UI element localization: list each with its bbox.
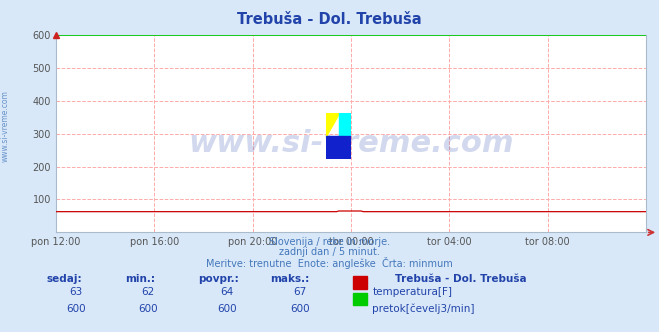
Text: 62: 62 — [142, 287, 155, 297]
Text: zadnji dan / 5 minut.: zadnji dan / 5 minut. — [279, 247, 380, 257]
Text: Trebuša - Dol. Trebuša: Trebuša - Dol. Trebuša — [237, 12, 422, 27]
Text: 63: 63 — [69, 287, 82, 297]
Text: Slovenija / reke in morje.: Slovenija / reke in morje. — [269, 237, 390, 247]
Text: temperatura[F]: temperatura[F] — [372, 287, 452, 297]
Polygon shape — [326, 113, 339, 136]
Text: min.:: min.: — [125, 274, 156, 284]
Text: sedaj:: sedaj: — [46, 274, 82, 284]
Text: 67: 67 — [293, 287, 306, 297]
Text: 600: 600 — [138, 304, 158, 314]
Text: pretok[čevelj3/min]: pretok[čevelj3/min] — [372, 304, 475, 314]
Polygon shape — [326, 136, 351, 159]
Text: povpr.:: povpr.: — [198, 274, 239, 284]
Text: 64: 64 — [221, 287, 234, 297]
Text: 600: 600 — [217, 304, 237, 314]
Text: 600: 600 — [66, 304, 86, 314]
Text: Trebuša - Dol. Trebuša: Trebuša - Dol. Trebuša — [395, 274, 527, 284]
Text: 600: 600 — [290, 304, 310, 314]
Polygon shape — [339, 113, 351, 136]
Text: www.si-vreme.com: www.si-vreme.com — [1, 90, 10, 162]
Text: Meritve: trenutne  Enote: angleške  Črta: minmum: Meritve: trenutne Enote: angleške Črta: … — [206, 257, 453, 269]
Text: maks.:: maks.: — [270, 274, 310, 284]
Text: www.si-vreme.com: www.si-vreme.com — [188, 129, 514, 158]
